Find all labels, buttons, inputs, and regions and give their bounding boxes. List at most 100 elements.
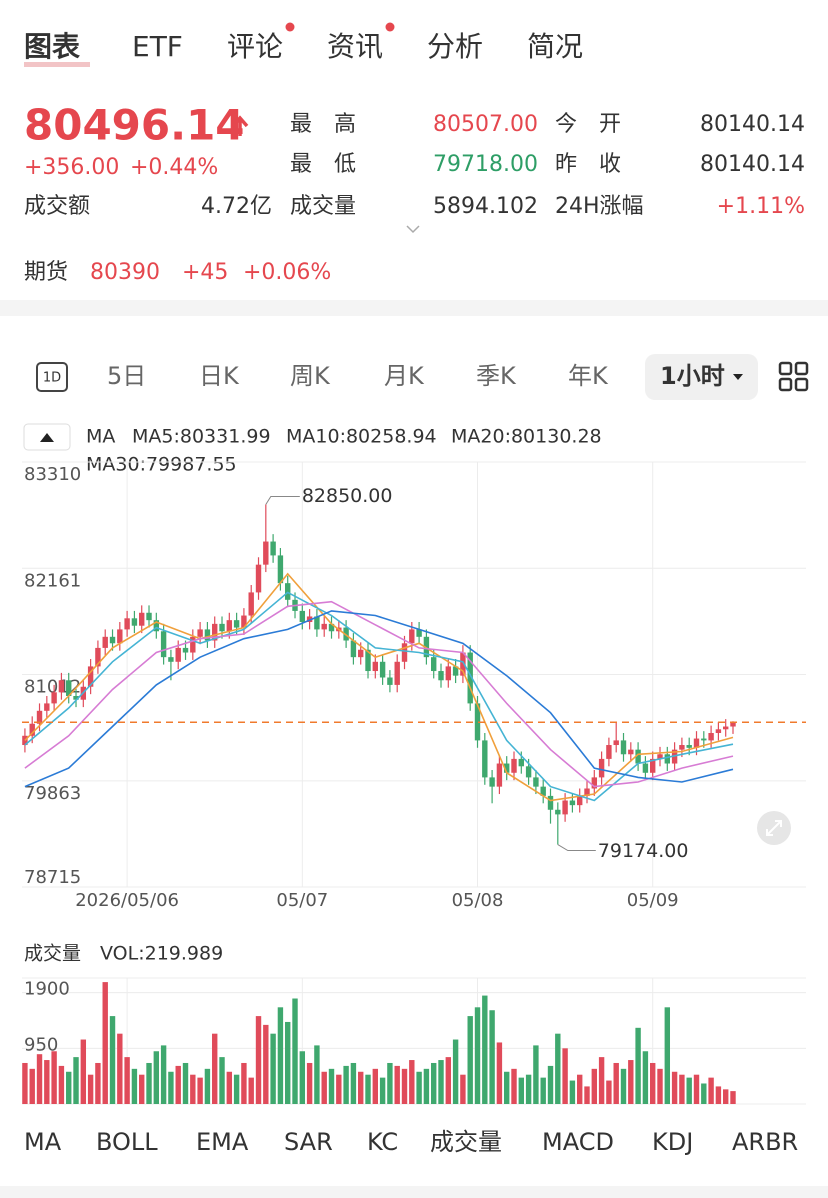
stat-label: 今 开 xyxy=(555,112,621,137)
candle-body xyxy=(358,649,364,658)
ma-line xyxy=(24,572,734,802)
expand-chevron[interactable] xyxy=(406,225,420,234)
volume-bar xyxy=(306,1062,313,1104)
candle-body xyxy=(708,733,714,741)
candle-body xyxy=(168,657,174,662)
volume-bar xyxy=(452,1039,459,1104)
volume-bar xyxy=(387,1062,393,1104)
candle-body xyxy=(204,629,211,641)
futures-price: 80390 xyxy=(90,260,160,285)
candle-body xyxy=(285,583,291,600)
indicator-tab[interactable]: MA xyxy=(24,1128,62,1156)
volume-bar xyxy=(277,1007,284,1104)
y-tick-label: 83310 xyxy=(24,464,81,485)
candle-body xyxy=(467,652,473,704)
candle-body xyxy=(511,758,517,773)
candle-body xyxy=(263,541,269,565)
volume-bar xyxy=(263,1024,269,1104)
tab[interactable]: 分析 xyxy=(427,30,483,63)
volume-bar xyxy=(343,1065,349,1104)
volume-bar xyxy=(204,1068,211,1104)
period-tab[interactable]: 月K xyxy=(384,362,425,390)
period-icon[interactable] xyxy=(36,362,68,392)
candle-body xyxy=(628,749,634,755)
candle-body xyxy=(109,636,116,644)
candle-body xyxy=(255,564,262,593)
period-tab[interactable]: 1D xyxy=(43,371,61,386)
change: +356.00 xyxy=(24,155,119,180)
period-tab[interactable]: 周K xyxy=(290,362,331,390)
candle-body xyxy=(504,763,510,773)
volume-bar xyxy=(36,1054,43,1104)
candle-body xyxy=(124,618,130,630)
candle-body xyxy=(372,661,379,672)
period-tab[interactable]: 日K xyxy=(199,362,240,390)
indicator-tab[interactable]: SAR xyxy=(284,1128,333,1156)
volume-bar xyxy=(715,1086,722,1104)
candle-body xyxy=(270,541,276,556)
volume-bar xyxy=(423,1068,430,1104)
volume-bar xyxy=(445,1057,452,1104)
period-tab[interactable]: 5日 xyxy=(107,362,146,390)
indicator-tab[interactable]: ARBR xyxy=(732,1128,798,1156)
volume-bar xyxy=(379,1077,386,1104)
candle-body xyxy=(365,649,371,672)
volume-bar xyxy=(190,1074,196,1104)
futures-change: +45 xyxy=(182,260,228,285)
indicator-tab[interactable]: KDJ xyxy=(652,1128,693,1156)
volume-bar xyxy=(642,1051,649,1104)
indicator-tabs: MA BOLL EMA SAR KC 成交量 MACD KDJ ARBR xyxy=(24,1128,798,1156)
volume-bar xyxy=(606,1080,612,1104)
tab[interactable]: ETF xyxy=(132,30,183,63)
indicator-tab[interactable]: MACD xyxy=(542,1128,614,1156)
stat-value: 80140.14 xyxy=(700,112,805,137)
candle-body xyxy=(95,647,101,667)
tab[interactable]: 评论 xyxy=(227,30,283,63)
tab[interactable]: 简况 xyxy=(527,30,583,63)
period-tab[interactable]: 季K xyxy=(476,362,517,390)
tab[interactable]: 图表 xyxy=(24,30,80,63)
layout-icon[interactable] xyxy=(778,361,809,392)
candle-body xyxy=(562,800,568,815)
volume-bar xyxy=(44,1060,50,1104)
indicator-tab[interactable]: EMA xyxy=(196,1128,249,1156)
tab[interactable]: 资讯 xyxy=(327,30,383,63)
volume-bar xyxy=(591,1068,598,1104)
tab-underline xyxy=(24,62,90,67)
volume-bar xyxy=(58,1065,65,1104)
dropdown-caret[interactable] xyxy=(733,374,743,380)
volume-bar xyxy=(474,1007,481,1104)
period-tab[interactable]: 年K xyxy=(568,362,609,390)
volume-bar xyxy=(358,1071,364,1104)
stat-value: +1.11% xyxy=(717,194,805,219)
candle-body xyxy=(212,623,218,641)
candle-body xyxy=(66,680,72,697)
volume-bar xyxy=(496,1042,503,1104)
collapse-button[interactable] xyxy=(23,423,71,451)
indicator-tab[interactable]: KC xyxy=(367,1128,398,1156)
y-tick-label: 78715 xyxy=(24,867,81,888)
indicator-tab[interactable]: BOLL xyxy=(96,1128,158,1156)
volume-bar xyxy=(182,1062,189,1104)
candle-body xyxy=(241,615,247,628)
stat-value: 80507.00 xyxy=(433,112,538,137)
candle-body xyxy=(431,657,437,672)
candle-body xyxy=(248,592,254,616)
period-tabs: 1D 5日 日K 周K 月K 季K 年K 1小时 xyxy=(36,354,809,400)
candle-body xyxy=(117,629,123,644)
volume-bar xyxy=(321,1071,327,1104)
volume-bar xyxy=(460,1074,466,1104)
volume-bar xyxy=(467,1016,473,1104)
period-tab[interactable]: 1小时 xyxy=(660,362,725,390)
stat-label: 最 高 xyxy=(290,112,356,137)
change-pct: +0.44% xyxy=(130,155,218,180)
stat-label: 成交额 xyxy=(24,194,90,219)
futures-label: 期货 xyxy=(24,260,68,285)
volume-bar xyxy=(518,1077,525,1104)
candle-body xyxy=(409,629,415,644)
indicator-tab[interactable]: 成交量 xyxy=(430,1128,502,1156)
volume-bar xyxy=(350,1062,357,1104)
candle-body xyxy=(518,758,525,767)
volume-bar xyxy=(299,1051,306,1104)
y-tick-label: 79863 xyxy=(24,783,81,804)
